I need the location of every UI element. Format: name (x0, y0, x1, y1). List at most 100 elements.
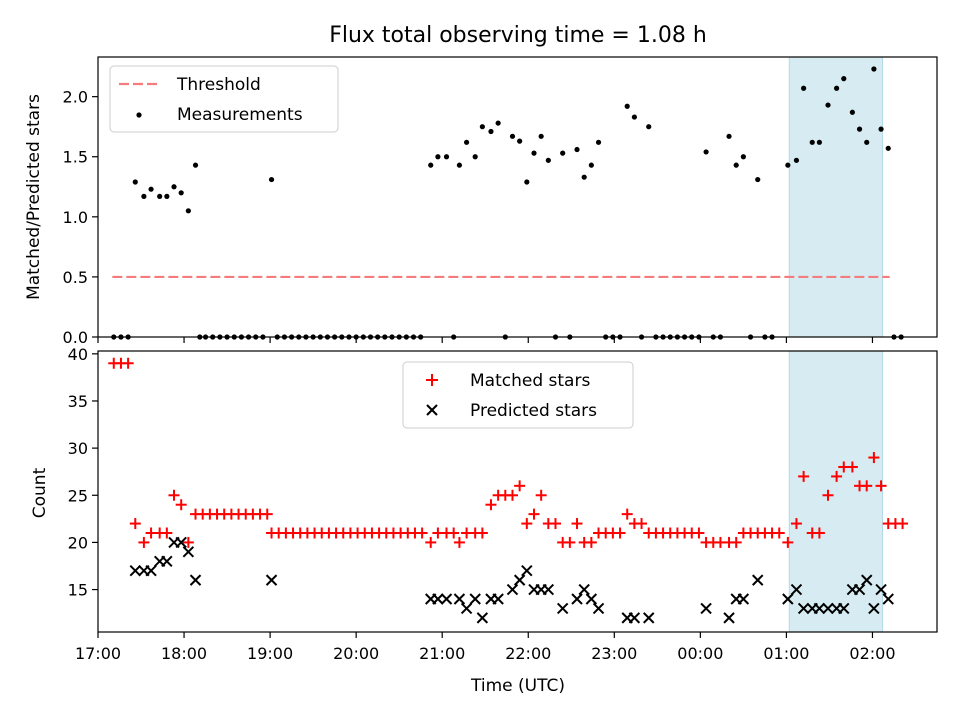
matched-star-marker (535, 489, 547, 501)
predicted-star-marker (752, 574, 764, 586)
matched-star-marker (693, 527, 705, 539)
x-tick-label: 21:00 (419, 644, 465, 663)
predicted-stars-points (129, 536, 894, 624)
measurement-point (856, 126, 863, 132)
measurement-point (581, 174, 587, 180)
predicted-star-marker (737, 593, 750, 605)
top-x-ticks (97, 337, 874, 343)
predicted-star-marker (182, 546, 195, 558)
x-tick-label: 01:00 (763, 644, 809, 663)
legend-matched-label: Matched stars (470, 371, 590, 391)
measurement-point (178, 190, 184, 196)
bottom-y-axis-label: Count (30, 467, 50, 518)
bottom-y-tick-label: 20 (68, 533, 88, 552)
matched-star-marker (425, 536, 437, 548)
matched-star-marker (614, 527, 626, 539)
matched-star-marker (476, 527, 488, 539)
matched-star-marker (261, 508, 273, 520)
matched-star-marker (485, 499, 497, 511)
bottom-y-tick-label: 35 (68, 392, 88, 411)
bottom-legend: Matched stars Predicted stars (402, 361, 634, 429)
measurement-point (479, 124, 485, 130)
predicted-star-marker (882, 593, 894, 605)
predicted-star-marker (189, 574, 202, 586)
top-y-tick-label: 0.5 (63, 268, 88, 287)
measurement-point (793, 157, 800, 163)
measurement-point (463, 139, 470, 145)
matched-star-marker (122, 357, 134, 369)
measurement-point (878, 126, 884, 132)
measurement-point (560, 150, 566, 156)
x-tick-label: 02:00 (849, 644, 895, 663)
matched-star-marker (897, 518, 909, 530)
measurement-point (185, 208, 191, 214)
predicted-star-marker (868, 602, 880, 615)
measurement-point (624, 103, 630, 109)
measurement-point (849, 109, 855, 115)
predicted-star-marker (822, 602, 834, 615)
matched-star-marker (138, 536, 150, 548)
predicted-star-marker (556, 602, 569, 615)
matched-star-marker (790, 518, 802, 530)
matched-star-marker (182, 536, 194, 548)
measurement-point (157, 193, 163, 199)
predicted-star-marker (813, 602, 826, 615)
predicted-star-marker (875, 583, 887, 596)
top-y-axis-label: Matched/Predicted stars (24, 94, 44, 300)
measurement-point (171, 184, 177, 190)
measurement-point (726, 133, 732, 139)
predicted-star-marker (790, 583, 803, 596)
predicted-star-marker (453, 593, 466, 605)
measurement-point (268, 176, 275, 183)
matched-star-marker (621, 508, 633, 520)
matched-star-marker (636, 518, 648, 530)
x-axis-label: Time (UTC) (470, 676, 565, 696)
measurement-point (595, 139, 602, 145)
measurement-point (885, 145, 891, 151)
predicted-star-marker (432, 593, 444, 605)
predicted-star-marker (782, 593, 794, 605)
matched-star-marker (846, 461, 858, 473)
bottom-y-ticks: 15 20 25 30 35 40 (68, 345, 98, 600)
measurement-point (740, 154, 746, 160)
measurement-point (703, 149, 709, 155)
legend-matched-swatch (426, 374, 438, 386)
predicted-star-marker (513, 574, 526, 586)
legend-predicted-label: Predicted stars (470, 401, 597, 421)
x-tick-label: 23:00 (591, 644, 637, 663)
measurement-point (871, 66, 877, 72)
measurement-point (574, 146, 580, 153)
matched-star-marker (521, 518, 533, 530)
bottom-axes-frame (97, 350, 938, 633)
predicted-star-marker (476, 612, 489, 624)
matched-star-marker (798, 470, 810, 482)
measurement-point (755, 176, 761, 183)
predicted-star-marker (175, 536, 187, 549)
measurement-point (841, 76, 847, 82)
measurement-point (517, 138, 523, 144)
predicted-star-marker (592, 602, 605, 615)
x-tick-label: 19:00 (247, 644, 293, 663)
top-axes: 0.00.51.01.52.0 Matched/Predicted stars … (24, 56, 938, 347)
measurement-point (809, 139, 815, 145)
bottom-y-tick-label: 30 (68, 439, 88, 458)
measurement-point (164, 193, 170, 199)
predicted-star-marker (542, 583, 555, 596)
predicted-star-marker (723, 612, 735, 624)
measurement-point (834, 85, 840, 91)
measurement-point (148, 186, 154, 192)
chart-title: Flux total observing time = 1.08 h (329, 23, 707, 48)
matched-star-marker (822, 489, 834, 501)
x-tick-label: 17:00 (75, 644, 121, 663)
measurement-points (111, 66, 904, 340)
measurement-point (864, 139, 870, 145)
measurement-point (435, 154, 441, 160)
predicted-star-marker (129, 565, 141, 577)
predicted-star-marker (571, 593, 583, 605)
x-tick-label: 00:00 (677, 644, 723, 663)
legend-threshold-label: Threshold (176, 75, 261, 95)
predicted-star-marker (838, 602, 850, 615)
matched-star-marker (585, 536, 597, 548)
matched-star-marker (514, 480, 526, 492)
measurement-point (785, 162, 791, 168)
